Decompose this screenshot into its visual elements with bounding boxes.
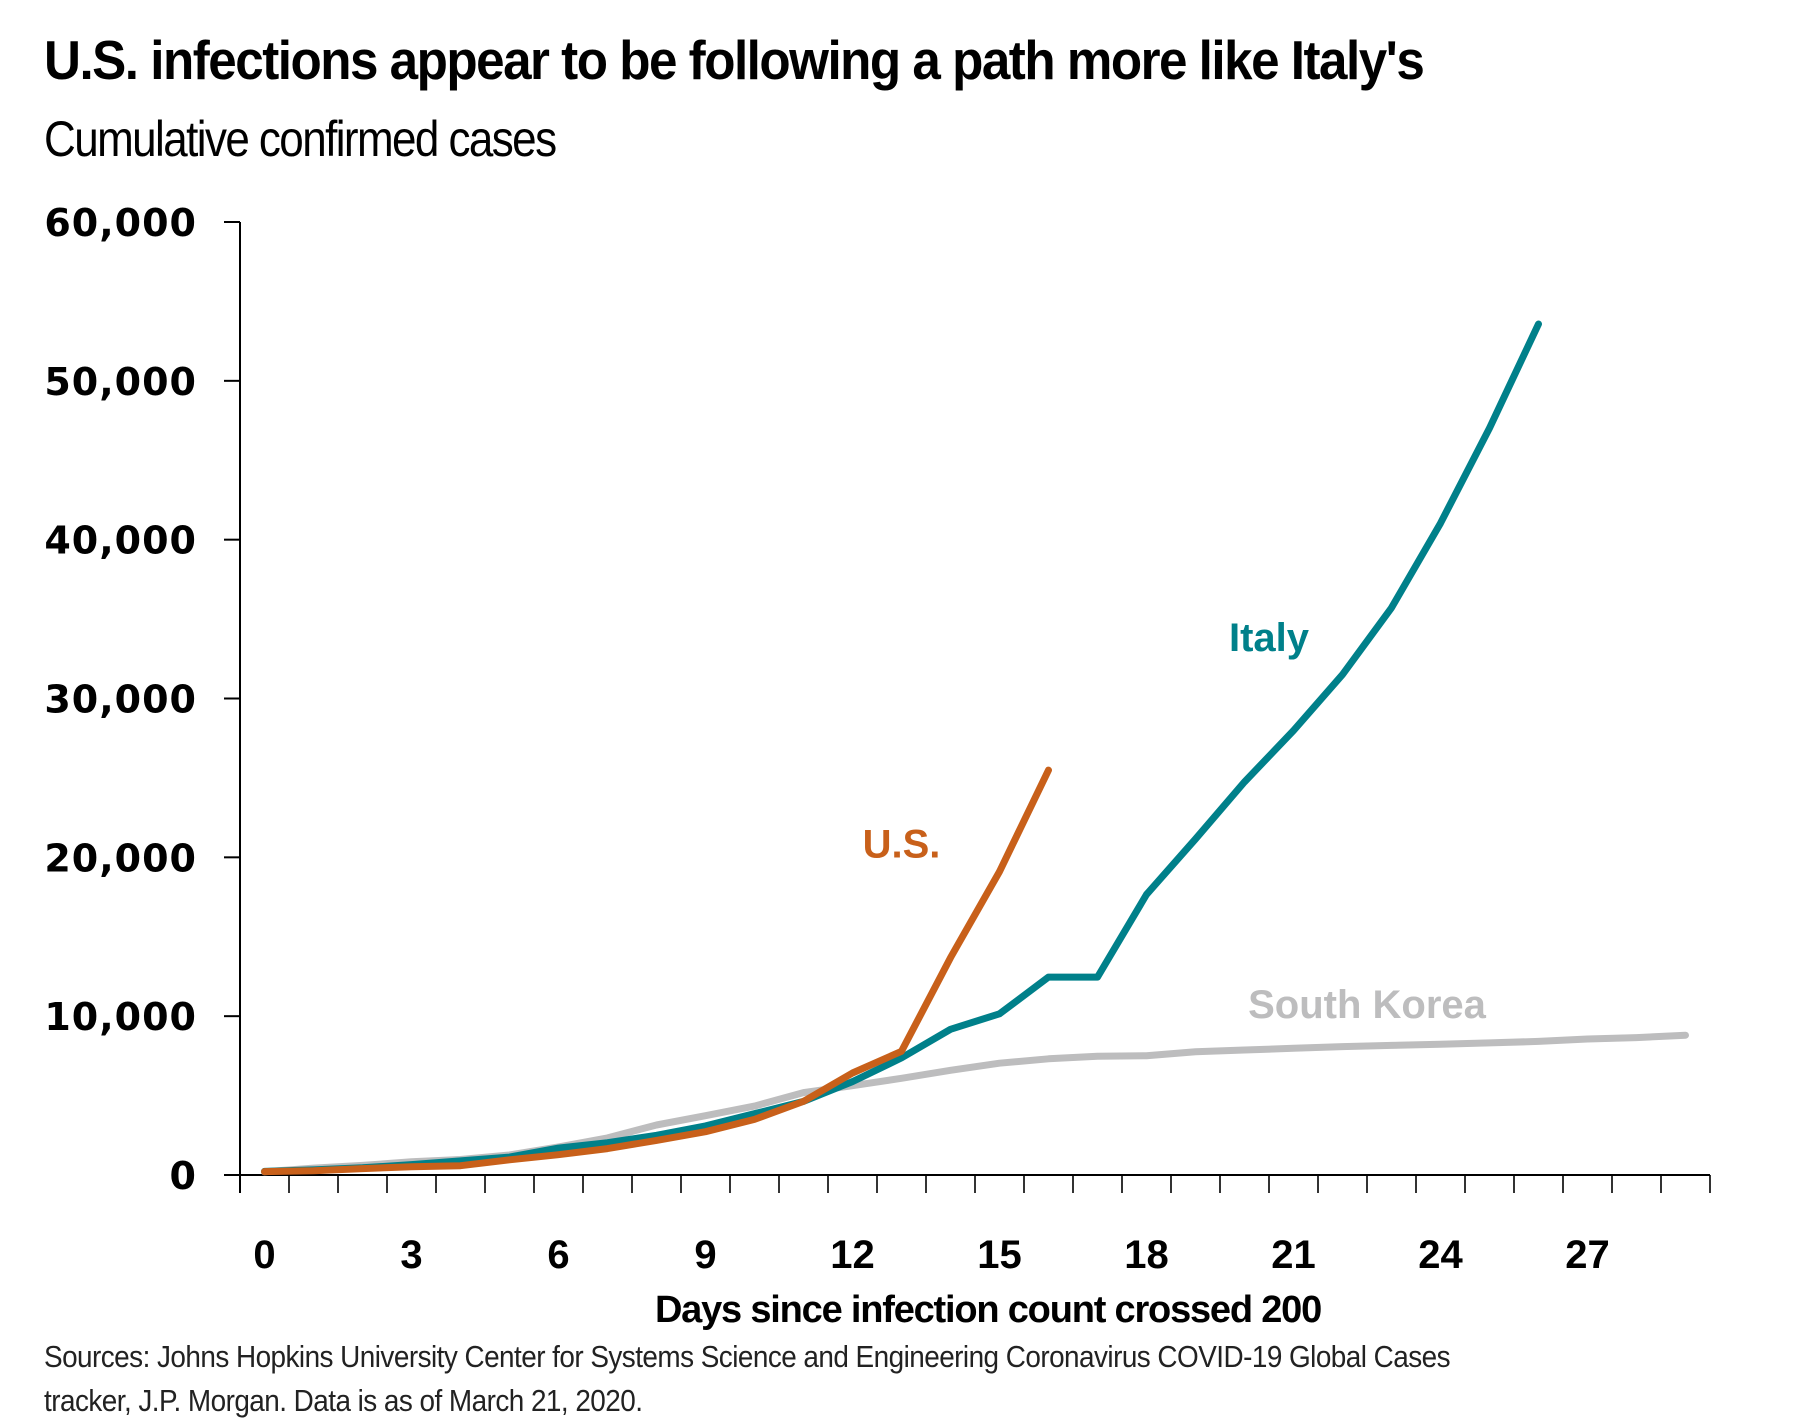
chart-title: U.S. infections appear to be following a… xyxy=(44,29,1425,91)
x-tick-label: 9 xyxy=(694,1233,716,1277)
y-tick-label: 20,000 xyxy=(44,836,197,880)
x-tick-label: 18 xyxy=(1124,1233,1169,1277)
x-tick-label: 12 xyxy=(830,1233,875,1277)
series-line-italy xyxy=(261,320,1542,1175)
line-chart: 0 10,000 20,000 30,000 40,000 50,000 60,000 0 3… xyxy=(44,201,1711,1330)
x-tick-label: 6 xyxy=(547,1233,569,1277)
source-line-1: Sources: Johns Hopkins University Center… xyxy=(44,1339,1451,1374)
y-ticks: 0 10,000 20,000 30,000 40,000 50,000 60,000 xyxy=(44,201,240,1198)
y-tick-label: 0 xyxy=(170,1154,197,1198)
y-tick-label: 50,000 xyxy=(44,360,197,404)
x-ticks: 0 3 6 9 12 15 18 21 24 27 xyxy=(239,1175,1711,1277)
x-tick-label: 0 xyxy=(253,1233,275,1277)
axes xyxy=(224,222,1710,1193)
series-label-u-s: U.S. xyxy=(863,822,941,866)
x-tick-label: 27 xyxy=(1565,1233,1610,1277)
x-tick-label: 15 xyxy=(977,1233,1022,1277)
source-note: Sources: Johns Hopkins University Center… xyxy=(44,1335,1451,1423)
series-lines xyxy=(261,320,1689,1176)
source-line-2: tracker, J.P. Morgan. Data is as of Marc… xyxy=(44,1383,643,1418)
series-labels: Italy U.S. South Korea xyxy=(863,616,1487,1027)
x-tick-label: 3 xyxy=(400,1233,422,1277)
y-tick-label: 30,000 xyxy=(44,678,197,722)
x-tick-label: 24 xyxy=(1418,1233,1463,1277)
series-line-south-korea xyxy=(261,1031,1689,1176)
series-label-south-korea: South Korea xyxy=(1248,983,1487,1027)
chart-subtitle: Cumulative confirmed cases xyxy=(44,111,557,167)
x-axis-label: Days since infection count crossed 200 xyxy=(655,1289,1321,1330)
y-tick-label: 10,000 xyxy=(44,995,197,1039)
series-line-u-s xyxy=(261,766,1052,1176)
x-tick-label: 21 xyxy=(1271,1233,1316,1277)
y-tick-label: 40,000 xyxy=(44,519,197,563)
y-tick-label: 60,000 xyxy=(44,201,197,245)
series-label-italy: Italy xyxy=(1229,616,1310,660)
